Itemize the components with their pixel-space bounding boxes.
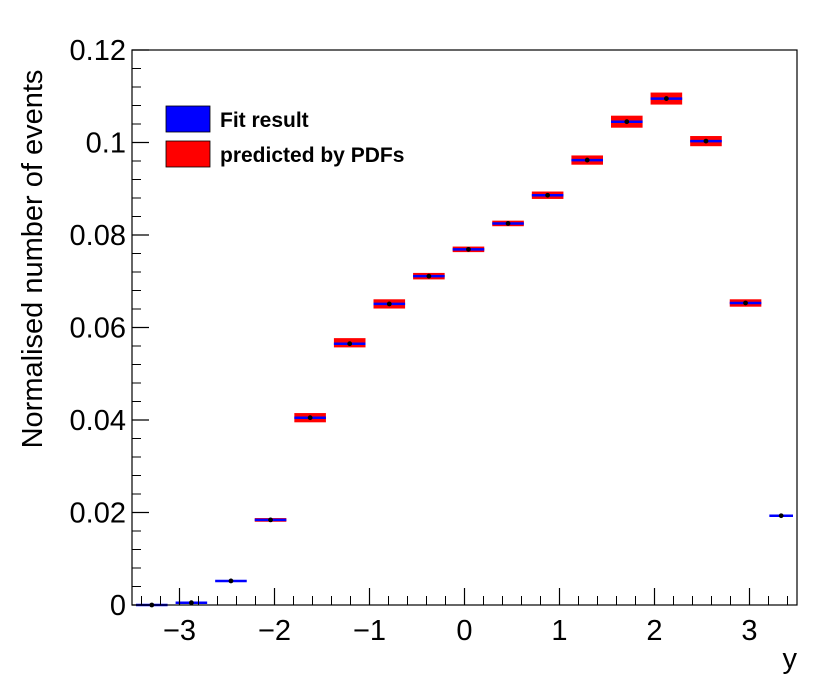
y-axis: 0 0.02 0.04 0.06 0.08 0.1 0.12 <box>70 35 149 622</box>
x-axis-label: y <box>783 643 798 675</box>
y-tick-label: 0.04 <box>70 405 126 437</box>
legend-label-fit: Fit result <box>220 109 309 132</box>
data-point <box>386 301 392 307</box>
x-tick-label: 2 <box>646 615 662 647</box>
legend-swatch-fit <box>165 105 211 133</box>
x-tick-label: 0 <box>456 615 472 647</box>
data-point <box>426 273 432 279</box>
y-tick-label: 0 <box>110 590 126 622</box>
y-tick-label: 0.02 <box>70 498 126 530</box>
data-point <box>624 119 630 125</box>
legend-label-pdf: predicted by PDFs <box>220 144 404 167</box>
data-point <box>307 415 313 421</box>
x-tick-label: 3 <box>741 615 757 647</box>
data-point <box>703 138 709 144</box>
legend: Fit result predicted by PDFs <box>165 105 404 168</box>
data-point <box>545 192 551 198</box>
x-tick-label: −3 <box>163 615 196 647</box>
data-point <box>584 157 590 163</box>
legend-swatch-pdf <box>165 140 211 168</box>
x-tick-label: 1 <box>551 615 567 647</box>
data-point <box>778 513 784 519</box>
x-tick-label: −2 <box>258 615 291 647</box>
data-point <box>188 600 194 606</box>
data-point <box>268 517 273 523</box>
data-point <box>347 341 353 347</box>
y-tick-label: 0.1 <box>86 128 126 160</box>
plot-frame <box>131 49 798 606</box>
x-axis: −3 −2 −1 0 1 2 3 <box>141 588 788 647</box>
points-layer <box>149 96 784 608</box>
y-tick-label: 0.12 <box>70 35 126 67</box>
bars-layer <box>136 92 793 607</box>
x-tick-label: −1 <box>353 615 386 647</box>
data-point <box>505 221 511 226</box>
data-point <box>743 300 748 306</box>
data-point <box>228 578 234 584</box>
y-axis-label: Normalised number of events <box>17 70 49 449</box>
y-tick-label: 0.08 <box>70 220 126 252</box>
data-point <box>663 96 669 101</box>
y-tick-label: 0.06 <box>70 313 126 345</box>
data-point <box>466 246 471 252</box>
